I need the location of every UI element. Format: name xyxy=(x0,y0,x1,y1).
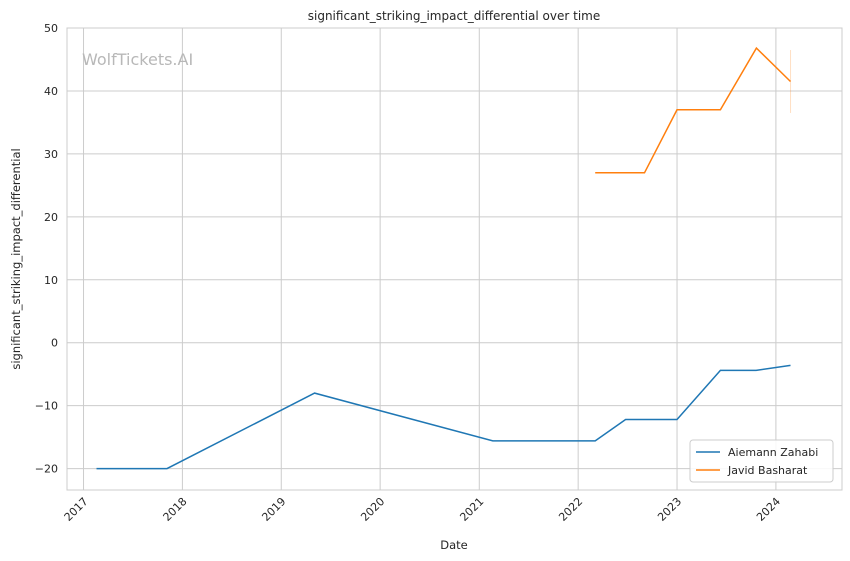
series-line-javid-basharat xyxy=(595,46,792,174)
series-layer xyxy=(96,46,792,470)
legend-label: Javid Basharat xyxy=(727,464,808,477)
watermark: WolfTickets.AI xyxy=(82,50,193,69)
chart-title: significant_striking_impact_differential… xyxy=(308,9,600,23)
y-tick-label: 50 xyxy=(44,22,58,35)
y-tick-label: 10 xyxy=(44,274,58,287)
x-tick-label: 2022 xyxy=(556,495,585,524)
y-tick-label: −20 xyxy=(35,463,58,476)
x-axis-title: Date xyxy=(440,538,468,552)
x-tick-label: 2017 xyxy=(62,495,91,524)
x-axis-ticks: 2017 2018 2019 2020 2021 2022 2023 2024 xyxy=(62,495,783,524)
y-tick-label: 40 xyxy=(44,85,58,98)
y-tick-label: −10 xyxy=(35,400,58,413)
legend-label: Aiemann Zahabi xyxy=(728,446,818,459)
x-tick-label: 2023 xyxy=(655,495,684,524)
y-tick-label: 0 xyxy=(51,337,58,350)
x-tick-label: 2021 xyxy=(457,495,486,524)
grid-lines xyxy=(67,27,842,490)
x-tick-label: 2018 xyxy=(161,495,190,524)
y-tick-label: 20 xyxy=(44,211,58,224)
y-axis-ticks: −20 −10 0 10 20 30 40 50 xyxy=(35,22,58,476)
x-tick-label: 2024 xyxy=(754,495,783,524)
legend-box xyxy=(689,439,834,483)
y-tick-label: 30 xyxy=(44,148,58,161)
x-tick-label: 2019 xyxy=(259,495,288,524)
x-tick-label: 2020 xyxy=(358,495,387,524)
legend: Aiemann Zahabi Javid Basharat xyxy=(689,439,834,483)
series-line-aiemann-zahabi xyxy=(96,364,791,470)
plot-background xyxy=(66,27,843,491)
y-axis-title: significant_striking_impact_differential xyxy=(9,148,23,369)
